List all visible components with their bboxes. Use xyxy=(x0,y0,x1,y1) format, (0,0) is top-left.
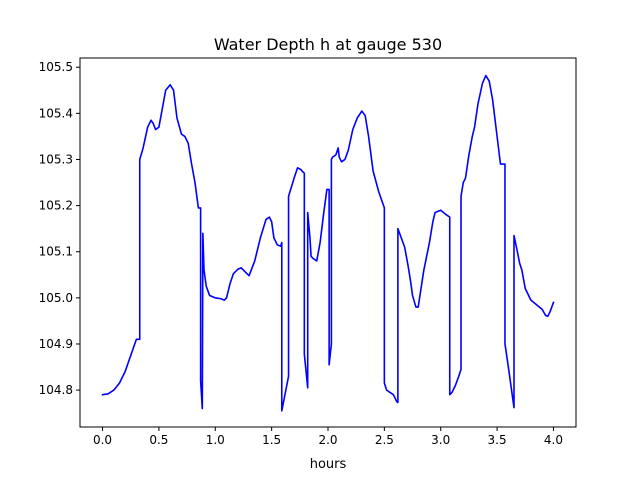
chart-title: Water Depth h at gauge 530 xyxy=(214,35,442,54)
y-tick-label: 105.2 xyxy=(39,199,73,213)
series-line-0 xyxy=(101,74,555,412)
x-tick-label: 0.5 xyxy=(149,433,168,447)
x-tick-label: 1.0 xyxy=(206,433,225,447)
y-tick-label: 105.3 xyxy=(39,152,73,166)
x-axis-label: hours xyxy=(310,457,347,472)
x-tick-label: 0.0 xyxy=(93,433,112,447)
x-tick-label: 3.0 xyxy=(431,433,450,447)
y-tick-label: 105.1 xyxy=(39,245,73,259)
plot-area: 0.0 0.5 1.0 1.5 2.0 2.5 3.0 3.5 4.0 104.8 104.9 105… xyxy=(39,57,577,447)
x-tick-label: 4.0 xyxy=(544,433,563,447)
x-tick-label: 3.5 xyxy=(488,433,507,447)
y-tick-label: 104.9 xyxy=(39,337,73,351)
x-tick-label: 2.0 xyxy=(318,433,337,447)
x-tick-label: 2.5 xyxy=(375,433,394,447)
y-tick-label: 105.4 xyxy=(39,106,73,120)
y-tick-label: 104.8 xyxy=(39,383,73,397)
x-tick-label: 1.5 xyxy=(262,433,281,447)
y-tick-label: 105.5 xyxy=(39,60,73,74)
y-tick-label: 105.0 xyxy=(39,291,73,305)
